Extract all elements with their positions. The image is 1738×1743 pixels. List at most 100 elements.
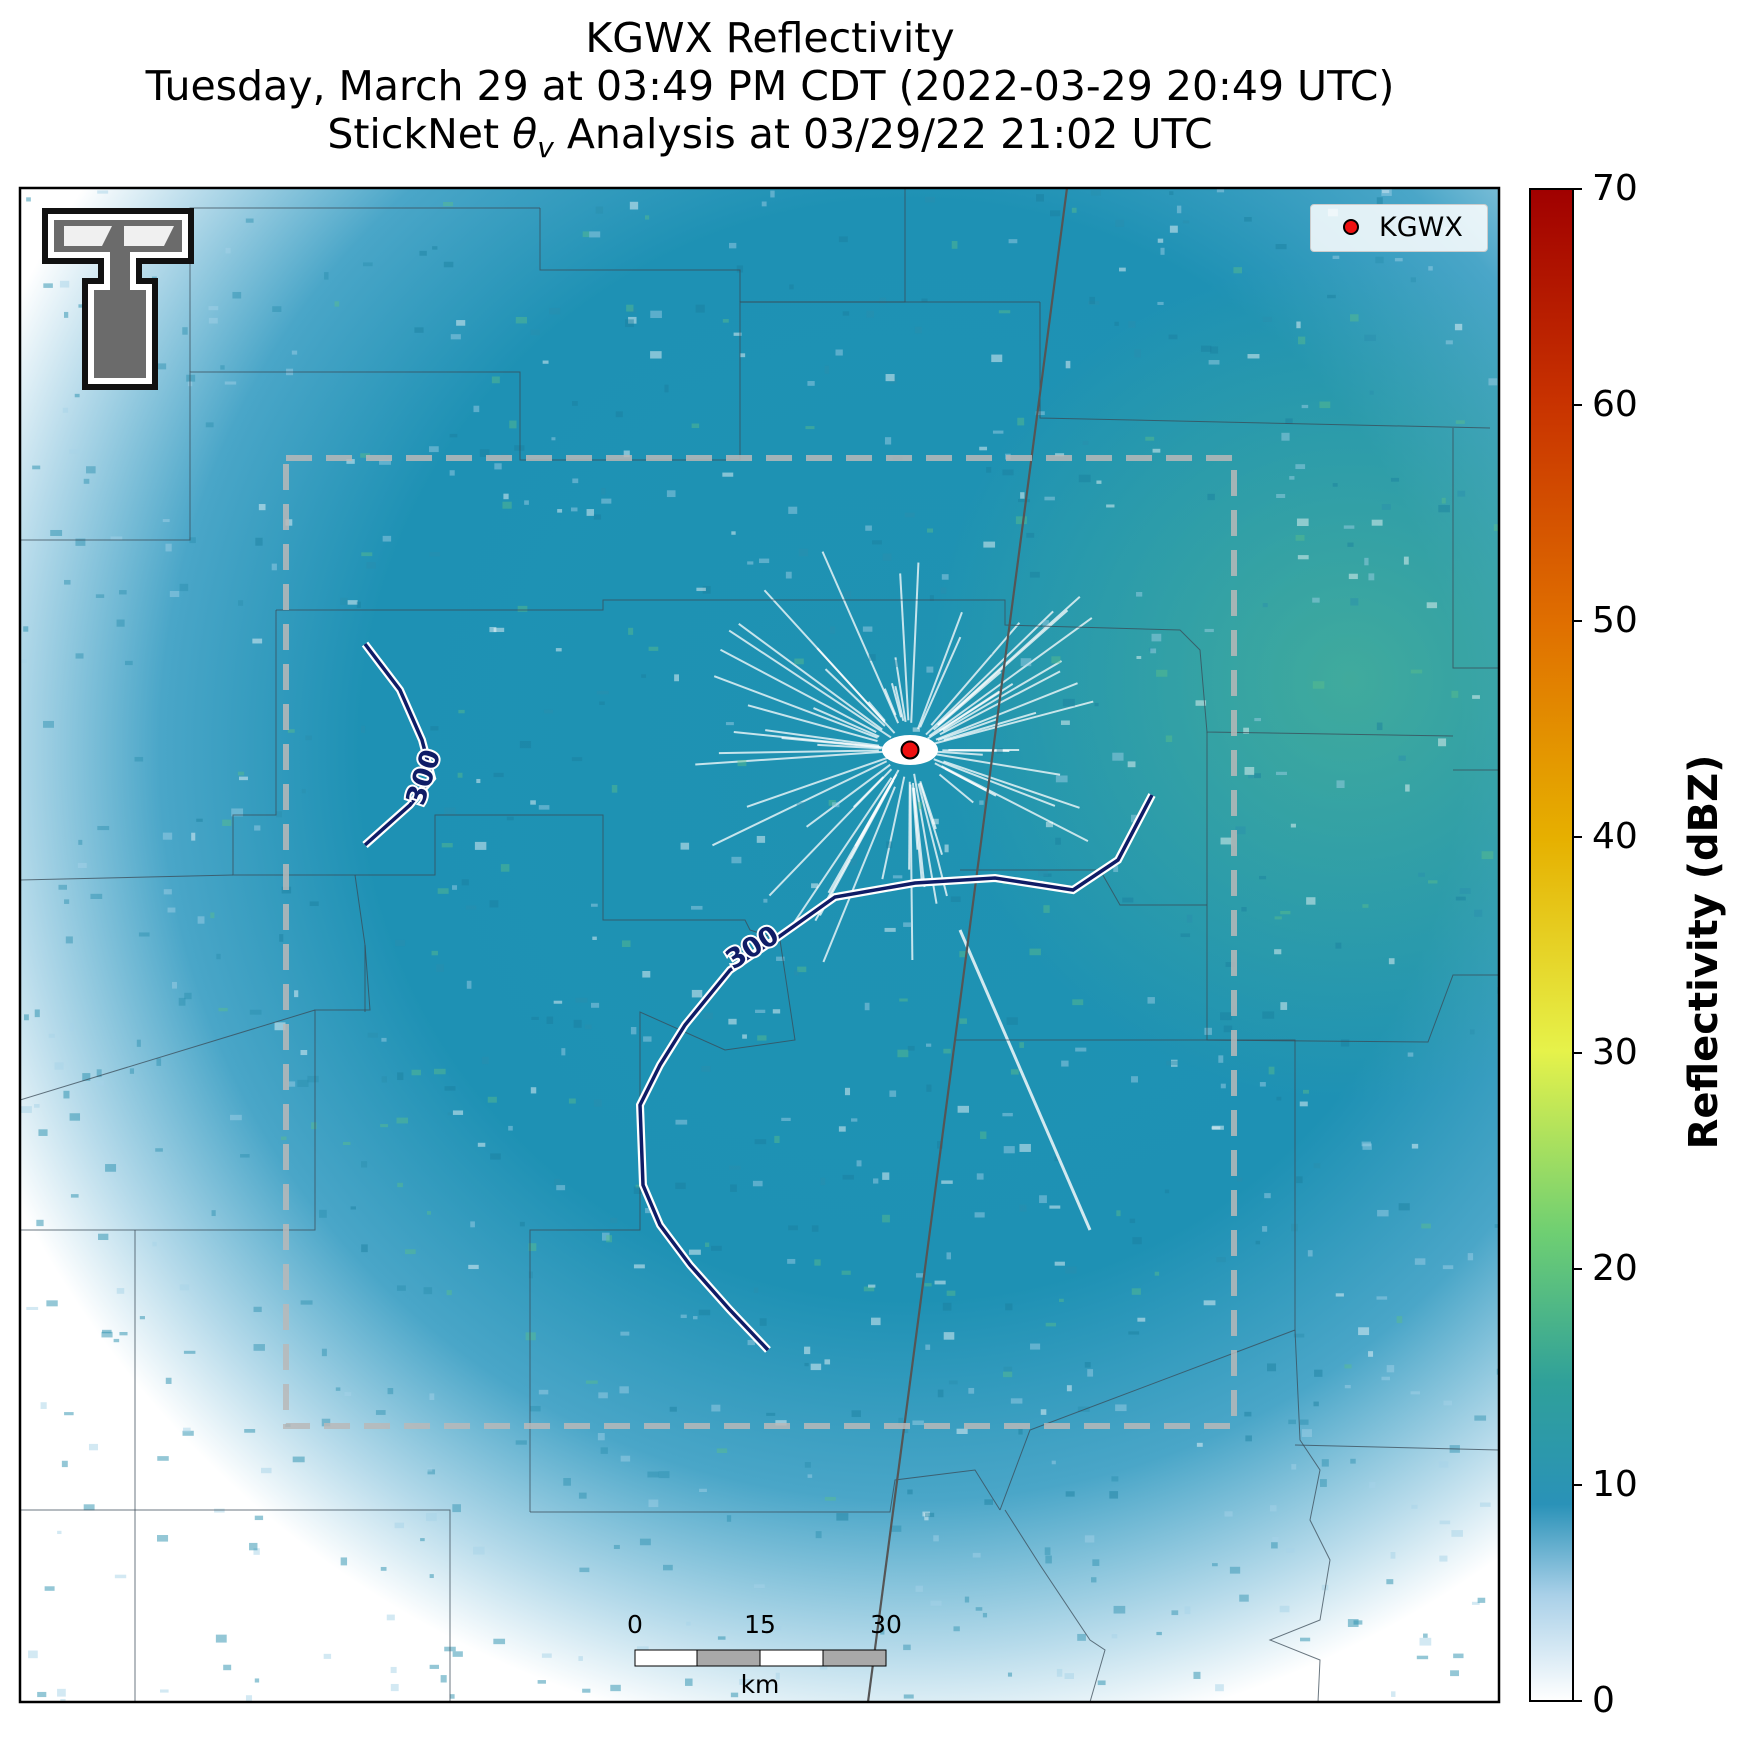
echo-speck bbox=[90, 893, 103, 899]
echo-speck bbox=[1055, 775, 1068, 783]
echo-speck bbox=[1169, 191, 1174, 196]
echo-speck bbox=[186, 374, 196, 382]
echo-speck bbox=[807, 381, 815, 386]
echo-speck bbox=[1298, 336, 1306, 345]
radar-ray bbox=[935, 753, 1061, 776]
radar-ray bbox=[719, 648, 877, 734]
radar-ray bbox=[899, 573, 910, 721]
echo-speck bbox=[489, 900, 499, 908]
echo-speck bbox=[1157, 301, 1164, 305]
echo-speck bbox=[1136, 591, 1143, 597]
echo-speck bbox=[542, 360, 549, 364]
echo-speck bbox=[441, 843, 453, 848]
legend-marker-icon bbox=[1343, 219, 1359, 235]
echo-speck bbox=[736, 265, 744, 273]
echo-speck bbox=[666, 490, 676, 498]
echo-speck bbox=[500, 864, 510, 872]
echo-speck bbox=[940, 587, 947, 594]
echo-speck bbox=[509, 420, 517, 429]
echo-speck bbox=[225, 247, 231, 254]
echo-speck bbox=[685, 1678, 693, 1686]
echo-speck bbox=[390, 1683, 399, 1692]
radar-ray bbox=[853, 776, 885, 808]
echo-speck bbox=[249, 1542, 258, 1551]
echo-speck bbox=[1019, 1204, 1027, 1212]
echo-speck bbox=[1111, 1476, 1119, 1482]
echo-speck bbox=[884, 927, 896, 932]
echo-speck bbox=[868, 654, 876, 661]
echo-speck bbox=[1131, 814, 1137, 823]
echo-speck bbox=[757, 1035, 767, 1041]
echo-speck bbox=[64, 311, 69, 318]
echo-speck bbox=[461, 879, 469, 886]
legend: KGWX bbox=[1310, 204, 1488, 252]
echo-speck bbox=[1055, 453, 1065, 457]
echo-speck bbox=[444, 807, 456, 816]
radar-ray bbox=[911, 782, 923, 883]
echo-speck bbox=[642, 971, 651, 978]
echo-speck bbox=[1166, 1060, 1178, 1066]
echo-speck bbox=[590, 903, 598, 907]
echo-speck bbox=[924, 196, 936, 203]
echo-speck bbox=[252, 638, 263, 644]
echo-speck bbox=[1007, 1672, 1013, 1677]
echo-speck bbox=[292, 1456, 305, 1463]
echo-speck bbox=[162, 519, 170, 523]
echo-speck bbox=[1272, 1536, 1279, 1542]
echo-speck bbox=[1455, 896, 1466, 901]
echo-speck bbox=[658, 1471, 670, 1479]
echo-speck bbox=[244, 1428, 256, 1433]
echo-speck bbox=[382, 535, 392, 542]
colorbar-tick-label: 70 bbox=[1592, 168, 1638, 209]
echo-speck bbox=[1276, 493, 1286, 499]
echo-speck bbox=[555, 648, 562, 652]
county-line-mid bbox=[276, 599, 1454, 737]
echo-speck bbox=[628, 627, 634, 635]
radar-ray bbox=[919, 636, 962, 728]
echo-speck bbox=[157, 363, 167, 370]
echo-speck bbox=[691, 989, 703, 998]
echo-speck bbox=[925, 1043, 932, 1047]
echo-speck bbox=[872, 540, 882, 545]
echo-speck bbox=[69, 449, 80, 454]
echo-speck bbox=[360, 453, 371, 458]
echo-speck bbox=[1019, 1042, 1024, 1048]
echo-speck bbox=[1204, 1027, 1212, 1035]
echo-speck bbox=[1280, 910, 1291, 915]
echo-speck bbox=[578, 1656, 583, 1661]
echo-speck bbox=[1421, 1223, 1431, 1229]
echo-speck bbox=[1119, 267, 1126, 272]
echo-speck bbox=[254, 1678, 260, 1683]
echo-speck bbox=[344, 1392, 352, 1396]
echo-speck bbox=[361, 725, 366, 733]
echo-speck bbox=[50, 529, 63, 536]
echo-speck bbox=[1362, 1143, 1372, 1150]
echo-speck bbox=[907, 1489, 913, 1495]
echo-speck bbox=[1296, 518, 1309, 527]
echo-speck bbox=[291, 350, 298, 355]
echo-speck bbox=[1182, 220, 1190, 224]
echo-speck bbox=[625, 319, 634, 328]
echo-speck bbox=[380, 1566, 387, 1571]
echo-speck bbox=[599, 701, 605, 705]
echo-speck bbox=[105, 1164, 117, 1172]
echo-speck bbox=[934, 1280, 946, 1285]
colorbar-tick-label: 10 bbox=[1592, 1464, 1638, 1505]
echo-speck bbox=[1405, 784, 1410, 792]
echo-speck bbox=[223, 1664, 232, 1671]
colorbar-tick-label: 50 bbox=[1592, 600, 1638, 641]
echo-speck bbox=[549, 307, 561, 315]
echo-speck bbox=[1276, 1096, 1282, 1101]
echo-speck bbox=[1233, 267, 1242, 274]
echo-speck bbox=[1204, 628, 1214, 633]
radar-site-marker[interactable] bbox=[900, 740, 920, 760]
echo-speck bbox=[152, 1241, 157, 1247]
echo-speck bbox=[1319, 1479, 1327, 1487]
echo-speck bbox=[904, 512, 915, 518]
echo-speck bbox=[776, 956, 785, 961]
echo-speck bbox=[979, 800, 984, 805]
echo-speck bbox=[1216, 1257, 1226, 1263]
echo-speck bbox=[468, 1264, 479, 1270]
echo-speck bbox=[1381, 1376, 1390, 1381]
